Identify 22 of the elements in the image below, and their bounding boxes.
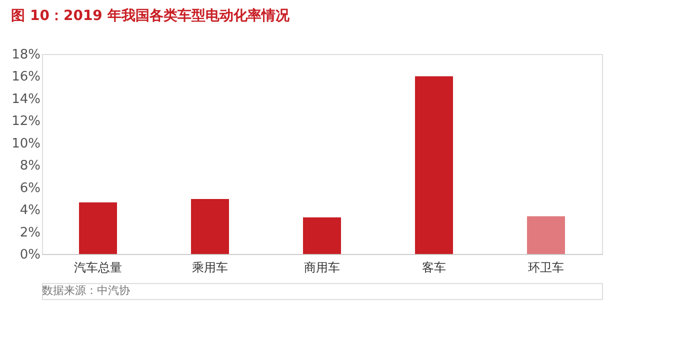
x-tick-label: 客车 xyxy=(422,260,446,274)
chart-title: 图 10：2019 年我国各类车型电动化率情况 xyxy=(11,7,290,24)
bar xyxy=(79,202,117,254)
bar xyxy=(415,76,453,254)
x-tick-label: 环卫车 xyxy=(528,260,564,274)
source-note: 数据来源：中汽协 xyxy=(42,284,130,297)
y-tick-label: 6% xyxy=(20,180,40,196)
x-tick-label: 汽车总量 xyxy=(74,260,122,274)
y-tick-label: 10% xyxy=(12,136,40,152)
bar xyxy=(191,199,229,254)
bar xyxy=(303,217,341,254)
y-tick-label: 14% xyxy=(12,92,40,107)
x-tick-label: 乘用车 xyxy=(192,260,228,274)
x-tick-label: 商用车 xyxy=(304,260,340,274)
y-tick-label: 0% xyxy=(20,248,40,262)
y-tick-label: 16% xyxy=(12,70,40,85)
y-tick-label: 2% xyxy=(20,225,40,240)
bar xyxy=(527,216,565,254)
y-tick-label: 8% xyxy=(20,158,40,174)
y-tick-label: 12% xyxy=(12,114,40,130)
y-tick-label: 18% xyxy=(12,48,40,62)
y-tick-label: 4% xyxy=(20,203,40,218)
